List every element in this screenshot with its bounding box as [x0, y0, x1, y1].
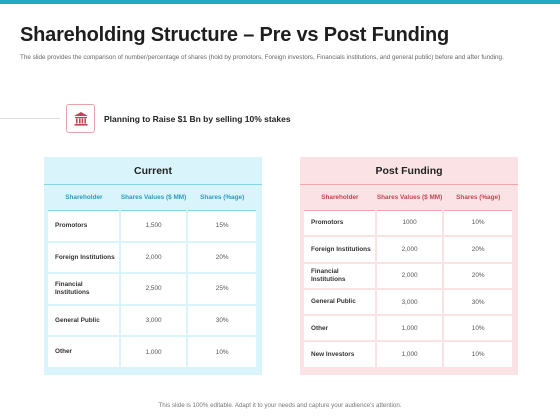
current-panel: Current Shareholder Shares Values ($ MM)…: [44, 157, 262, 375]
cell-value: 1000: [375, 210, 445, 238]
cell-value: 2,000: [375, 262, 445, 290]
cell-shareholder: Foreign Institutions: [304, 236, 377, 264]
page-subtitle: The slide provides the comparison of num…: [20, 54, 504, 61]
cell-value: 1,000: [375, 315, 445, 343]
cell-shareholder: New Investors: [304, 341, 377, 369]
post-funding-panel: Post Funding Shareholder Shares Values (…: [300, 157, 518, 375]
cell-percent: 20%: [443, 236, 514, 264]
current-col-percent: Shares (%age): [187, 185, 257, 211]
table-row: Financial Institutions 2,000 20%: [304, 262, 514, 290]
footer-note: This slide is 100% editable. Adapt it to…: [158, 402, 402, 409]
cell-percent: 20%: [443, 262, 514, 290]
cell-percent: 10%: [443, 341, 514, 369]
cell-value: 1,000: [375, 341, 445, 369]
cell-value: 2,500: [119, 273, 189, 306]
cell-value: 2,000: [119, 241, 189, 275]
table-row: General Public 3,000 30%: [48, 304, 258, 338]
cell-percent: 10%: [443, 210, 514, 238]
cell-shareholder: Other: [304, 315, 377, 343]
post-table: Shareholder Shares Values ($ MM) Shares …: [304, 185, 514, 369]
cell-value: 1,500: [119, 210, 189, 243]
table-row: Foreign Institutions 2,000 20%: [304, 236, 514, 264]
cell-shareholder: Financial Institutions: [48, 273, 121, 306]
current-table: Shareholder Shares Values ($ MM) Shares …: [48, 185, 258, 369]
cell-percent: 15%: [187, 210, 258, 243]
post-col-values: Shares Values ($ MM): [375, 185, 444, 211]
cell-value: 3,000: [375, 288, 445, 317]
table-row: Other 1,000 10%: [48, 336, 258, 369]
plan-icon-box: [66, 104, 95, 133]
page-title: Shareholding Structure – Pre vs Post Fun…: [20, 24, 450, 46]
current-header-row: Shareholder Shares Values ($ MM) Shares …: [48, 185, 257, 211]
cell-shareholder: Foreign Institutions: [48, 241, 121, 275]
cell-shareholder: Promotors: [48, 210, 121, 243]
plan-text: Planning to Raise $1 Bn by selling 10% s…: [104, 114, 291, 124]
cell-shareholder: General Public: [304, 288, 377, 317]
cell-shareholder: Financial Institutions: [304, 262, 377, 290]
bank-icon: [73, 111, 88, 126]
post-col-percent: Shares (%age): [443, 185, 513, 211]
post-heading: Post Funding: [300, 157, 518, 185]
table-row: General Public 3,000 30%: [304, 288, 514, 317]
cell-percent: 10%: [443, 315, 514, 343]
cell-value: 3,000: [119, 304, 189, 338]
table-row: Financial Institutions 2,500 25%: [48, 273, 258, 306]
cell-percent: 25%: [187, 273, 258, 306]
cell-shareholder: General Public: [48, 304, 121, 338]
top-accent-bar: [0, 0, 560, 4]
cell-percent: 20%: [187, 241, 258, 275]
table-row: Promotors 1000 10%: [304, 210, 514, 238]
cell-percent: 30%: [187, 304, 258, 338]
plan-connector-line: [0, 118, 60, 119]
current-heading: Current: [44, 157, 262, 185]
cell-value: 2,000: [375, 236, 445, 264]
cell-percent: 10%: [187, 336, 258, 369]
table-row: Promotors 1,500 15%: [48, 210, 258, 243]
cell-shareholder: Promotors: [304, 210, 377, 238]
cell-value: 1,000: [119, 336, 189, 369]
cell-shareholder: Other: [48, 336, 121, 369]
table-row: New Investors 1,000 10%: [304, 341, 514, 369]
cell-percent: 30%: [443, 288, 514, 317]
table-row: Foreign Institutions 2,000 20%: [48, 241, 258, 275]
current-col-shareholder: Shareholder: [48, 185, 120, 211]
table-row: Other 1,000 10%: [304, 315, 514, 343]
post-col-shareholder: Shareholder: [304, 185, 376, 211]
current-col-values: Shares Values ($ MM): [119, 185, 188, 211]
post-header-row: Shareholder Shares Values ($ MM) Shares …: [304, 185, 513, 211]
